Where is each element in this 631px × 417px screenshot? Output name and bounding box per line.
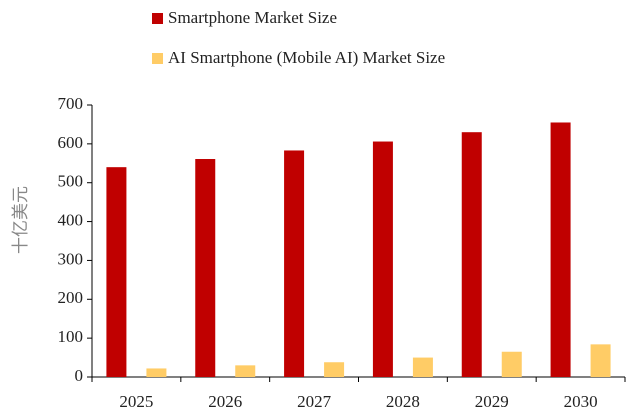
y-tick-label: 500 — [58, 172, 84, 191]
bar — [501, 351, 522, 377]
legend-label: AI Smartphone (Mobile AI) Market Size — [168, 48, 445, 67]
bar — [146, 368, 167, 377]
bar — [235, 365, 256, 377]
y-tick-label: 700 — [58, 94, 84, 113]
bar — [372, 141, 393, 377]
bar — [590, 344, 611, 377]
bar — [284, 150, 305, 377]
legend-swatch — [152, 13, 163, 24]
y-tick-label: 300 — [58, 249, 84, 268]
legend-label: Smartphone Market Size — [168, 8, 337, 27]
x-tick-label: 2025 — [119, 392, 153, 411]
x-tick-label: 2030 — [564, 392, 598, 411]
y-tick-label: 400 — [58, 210, 84, 229]
y-tick-label: 200 — [58, 288, 84, 307]
bar — [106, 167, 127, 377]
bar — [461, 132, 482, 377]
legend-swatch — [152, 53, 163, 64]
bar — [324, 362, 345, 377]
y-axis-label: 十亿美元 — [11, 186, 30, 254]
x-tick-label: 2028 — [386, 392, 420, 411]
bar — [195, 159, 216, 377]
x-tick-label: 2026 — [208, 392, 242, 411]
y-tick-label: 600 — [58, 133, 84, 152]
x-tick-label: 2027 — [297, 392, 332, 411]
bar — [412, 357, 433, 377]
bar — [550, 122, 571, 377]
x-tick-label: 2029 — [475, 392, 509, 411]
y-tick-label: 0 — [75, 366, 84, 385]
y-tick-label: 100 — [58, 327, 84, 346]
